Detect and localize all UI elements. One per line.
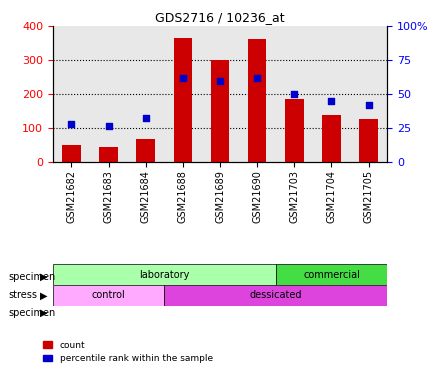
Text: dessicated: dessicated — [249, 290, 302, 300]
Text: commercial: commercial — [303, 270, 360, 280]
FancyBboxPatch shape — [276, 264, 387, 285]
Point — [328, 98, 335, 104]
Text: stress: stress — [9, 291, 38, 300]
Bar — [211, 60, 229, 162]
Text: control: control — [92, 290, 125, 300]
Point — [253, 75, 260, 81]
Bar — [99, 147, 118, 162]
FancyBboxPatch shape — [53, 285, 164, 306]
Point — [105, 123, 112, 129]
Bar — [173, 38, 192, 162]
Text: specimen: specimen — [9, 308, 56, 318]
Point — [216, 78, 224, 84]
Text: ▶: ▶ — [40, 291, 47, 300]
Bar — [285, 99, 304, 162]
Legend: count, percentile rank within the sample: count, percentile rank within the sample — [40, 337, 216, 367]
Text: specimen: specimen — [9, 272, 56, 282]
Title: GDS2716 / 10236_at: GDS2716 / 10236_at — [155, 11, 285, 24]
Point — [291, 92, 298, 98]
Point — [68, 122, 75, 128]
Bar — [136, 139, 155, 162]
Bar — [62, 145, 81, 162]
Point — [365, 102, 372, 108]
Bar — [248, 39, 267, 162]
Bar — [359, 119, 378, 162]
Bar — [322, 115, 341, 162]
FancyBboxPatch shape — [53, 264, 276, 285]
Text: ▶: ▶ — [40, 308, 47, 318]
FancyBboxPatch shape — [164, 285, 387, 306]
Point — [180, 75, 187, 81]
Point — [142, 114, 149, 120]
Text: ▶: ▶ — [40, 272, 47, 282]
Text: laboratory: laboratory — [139, 270, 190, 280]
